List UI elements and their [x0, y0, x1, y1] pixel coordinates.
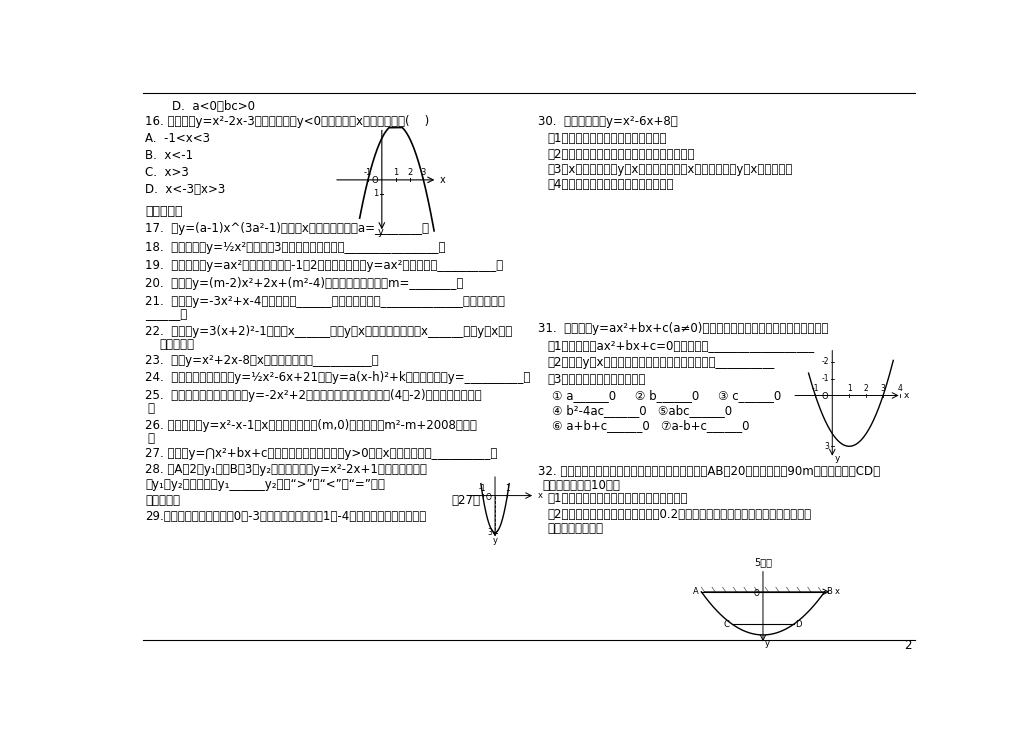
Text: 29.．已知抛物线经过点（0，-3），且顶点坐标为（1，-4），求抛物线的解析式．: 29.．已知抛物线经过点（0，-3），且顶点坐标为（1，-4），求抛物线的解析式…	[146, 510, 426, 523]
Text: -1: -1	[479, 484, 486, 494]
Text: y: y	[378, 227, 383, 238]
Text: （4）求出函数图象与坐标轴的交点坐标: （4）求出函数图象与坐标轴的交点坐标	[547, 179, 674, 191]
Text: 1: 1	[393, 168, 398, 177]
Text: -1: -1	[811, 384, 819, 393]
Text: y: y	[835, 454, 840, 463]
Text: 3: 3	[825, 442, 829, 451]
Text: （2）写出它的开口方向、对称轴和顶点坐标；: （2）写出它的开口方向、对称轴和顶点坐标；	[547, 147, 695, 160]
Text: y: y	[765, 639, 770, 649]
Text: x: x	[904, 391, 909, 400]
Text: 1: 1	[847, 384, 851, 393]
Text: ④ b²-4ac______0   ⑤abc______0: ④ b²-4ac______0 ⑤abc______0	[552, 404, 732, 417]
Text: 才能到到桥拱顶？: 才能到到桥拱顶？	[547, 522, 604, 535]
Text: 27. 抛物线y=⋂x²+bx+c的部分图象如图所示，若y>0，则x的取値范围是__________．: 27. 抛物线y=⋂x²+bx+c的部分图象如图所示，若y>0，则x的取値范围是…	[146, 447, 497, 460]
Text: 20.  抛物线y=(m-2)x²+2x+(m²-4)的图象经过原点，则m=________．: 20. 抛物线y=(m-2)x²+2x+(m²-4)的图象经过原点，则m=___…	[146, 277, 463, 290]
Text: 2: 2	[864, 384, 869, 393]
Text: 则y₁与y₂的大小关系y₁______y₂（填“>”、“<”、“=”）．: 则y₁与y₂的大小关系y₁______y₂（填“>”、“<”、“=”）．	[146, 478, 385, 491]
Text: ① a______0     ② b______0     ③ c______0: ① a______0 ② b______0 ③ c______0	[552, 389, 781, 402]
Text: 2: 2	[407, 168, 412, 177]
Text: 17.  若y=(a-1)x^(3a²-1)是关于x的二次函数，则a=________．: 17. 若y=(a-1)x^(3a²-1)是关于x的二次函数，则a=______…	[146, 222, 429, 235]
Text: B.  x<-1: B. x<-1	[146, 149, 194, 162]
Text: x: x	[538, 491, 543, 500]
Text: （2）写出y随x的增大而减小的自变量的取値范围：__________: （2）写出y随x的增大而减小的自变量的取値范围：__________	[547, 356, 775, 369]
Text: x: x	[440, 175, 446, 185]
Text: 3: 3	[421, 168, 426, 177]
Text: （1）在如图的坐标系中求抛物线的解析式；: （1）在如图的坐标系中求抛物线的解析式；	[547, 493, 688, 505]
Text: 这是水面宽度为10米．: 这是水面宽度为10米．	[542, 479, 620, 491]
Text: O: O	[372, 176, 378, 185]
Text: 4: 4	[898, 384, 902, 393]
Text: D.  x<-3或x>3: D. x<-3或x>3	[146, 183, 226, 196]
Text: 3: 3	[487, 528, 492, 537]
Text: x: x	[835, 588, 840, 596]
Text: 25.  如果一条抛物线的形状与y=-2x²+2的形状相同，且顶点坐标是(4，-2)，则它的解析式是: 25. 如果一条抛物线的形状与y=-2x²+2的形状相同，且顶点坐标是(4，-2…	[146, 389, 482, 402]
Text: （1）用配方法将解析式化成顶点式．: （1）用配方法将解析式化成顶点式．	[547, 132, 667, 145]
Text: 19.  若二次函数y=ax²的图象经过点（-1，2），则二次函数y=ax²的解析式是__________．: 19. 若二次函数y=ax²的图象经过点（-1，2），则二次函数y=ax²的解析…	[146, 260, 504, 272]
Text: （1）写出方程ax²+bx+c=0的两个根：__________________: （1）写出方程ax²+bx+c=0的两个根：__________________	[547, 339, 814, 352]
Text: 23.  函数y=x²+2x-8与x轴的交点坐标是__________．: 23. 函数y=x²+2x-8与x轴的交点坐标是__________．	[146, 354, 379, 367]
Text: 5题图: 5题图	[754, 557, 772, 567]
Text: y: y	[492, 536, 497, 545]
Text: 大而增大．: 大而增大．	[159, 338, 194, 351]
Text: （2）若洪水到来时，水位以每小时0.2米的速度上升，从警戞线开始，再持续多少: （2）若洪水到来时，水位以每小时0.2米的速度上升，从警戞线开始，再持续多少	[547, 508, 811, 521]
Text: O: O	[821, 391, 829, 401]
Text: 1: 1	[505, 484, 510, 494]
Text: ⑥ a+b+c______0   ⑦a-b+c______0: ⑥ a+b+c______0 ⑦a-b+c______0	[552, 419, 749, 432]
Text: 24.  用配方法将二次函数y=½x²-6x+21化成y=a(x-h)²+k的形式，那么y=__________．: 24. 用配方法将二次函数y=½x²-6x+21化成y=a(x-h)²+k的形式…	[146, 371, 530, 384]
Text: -1: -1	[364, 168, 373, 177]
Text: ______．: ______．	[146, 308, 188, 321]
Text: D.  a<0，bc>0: D. a<0，bc>0	[171, 100, 255, 113]
Text: D: D	[796, 620, 802, 628]
Text: -1: -1	[821, 374, 829, 383]
Text: 30.  已知二次函数y=x²-6x+8．: 30. 已知二次函数y=x²-6x+8．	[538, 115, 678, 128]
Text: 第27题: 第27题	[451, 494, 480, 507]
Text: （3）x取什么値时，y随x的增大而增大；x取什么値时，y随x增大而减小: （3）x取什么値时，y随x的增大而增大；x取什么値时，y随x增大而减小	[547, 163, 793, 176]
Text: 32. 如图有一座抛物线形拱桥，桥下面在正常水位是AB宽20米，水位上升90m就达到警戞线CD，: 32. 如图有一座抛物线形拱桥，桥下面在正常水位是AB宽20米，水位上升90m就…	[538, 465, 880, 477]
Text: O: O	[753, 589, 760, 598]
Text: A: A	[692, 588, 699, 596]
Text: 1: 1	[374, 190, 379, 198]
Text: 28. 点A（2，y₁）、B（3，y₂）是二次函数y=x²-2x+1的图象上两点，: 28. 点A（2，y₁）、B（3，y₂）是二次函数y=x²-2x+1的图象上两点…	[146, 463, 427, 476]
Text: 31.  二次函数y=ax²+bx+c(a≠0)的图象如图所示，根据图象答下列问题：: 31. 二次函数y=ax²+bx+c(a≠0)的图象如图所示，根据图象答下列问题…	[538, 322, 829, 335]
Text: （3）判断下列代数式的符号：: （3）判断下列代数式的符号：	[547, 373, 646, 386]
Text: 18.  把二次函数y=½x²向上平移3个单位可得二次函数________________．: 18. 把二次函数y=½x²向上平移3个单位可得二次函数____________…	[146, 241, 446, 254]
Text: 26. 已知抛物线y=x²-x-1与x轴的一个交点为(m,0)，则代数式m²-m+2008的値为: 26. 已知抛物线y=x²-x-1与x轴的一个交点为(m,0)，则代数式m²-m…	[146, 418, 478, 432]
Text: ．: ．	[147, 402, 154, 415]
Text: 三、解答题: 三、解答题	[146, 494, 181, 507]
Text: A.  -1<x<3: A. -1<x<3	[146, 132, 211, 145]
Text: 二、填空题: 二、填空题	[146, 205, 183, 217]
Text: 16. 二次函数y=x²-2x-3图象如图，当y<0时，自变量x的取値范围是(    ): 16. 二次函数y=x²-2x-3图象如图，当y<0时，自变量x的取値范围是( …	[146, 115, 429, 128]
Text: 3: 3	[880, 384, 885, 393]
Text: O: O	[485, 493, 491, 502]
Text: -2: -2	[821, 357, 829, 366]
Text: 21.  抛物线y=-3x²+x-4的开口方向______，对称轴为直线______________，顶点坐标为: 21. 抛物线y=-3x²+x-4的开口方向______，对称轴为直线_____…	[146, 295, 506, 308]
Text: 2: 2	[904, 639, 911, 652]
Text: C: C	[723, 620, 729, 628]
Text: B: B	[827, 588, 832, 596]
Text: C.  x>3: C. x>3	[146, 166, 189, 179]
Text: ．: ．	[147, 432, 154, 445]
Text: 22.  抛物线y=3(x+2)²-1中，当x______时，y随x的增大而减小；当x______时，y随x的增: 22. 抛物线y=3(x+2)²-1中，当x______时，y随x的增大而减小；…	[146, 324, 513, 338]
